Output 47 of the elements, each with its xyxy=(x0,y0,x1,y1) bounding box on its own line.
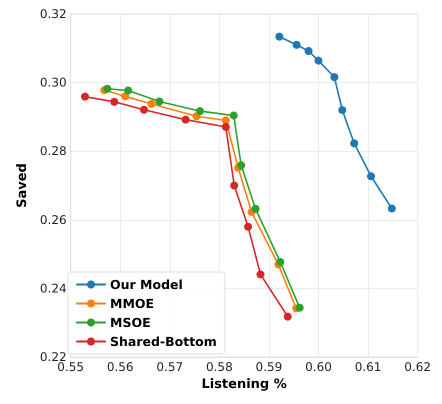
point xyxy=(292,40,301,49)
point xyxy=(350,139,358,148)
point xyxy=(182,116,190,124)
point xyxy=(222,122,230,131)
legend-label: MSOE xyxy=(110,315,151,330)
point xyxy=(314,56,322,65)
x-tick-label: 0.57 xyxy=(156,360,184,374)
point xyxy=(388,204,396,213)
point xyxy=(252,204,260,213)
legend-label: Shared-Bottom xyxy=(110,334,217,349)
x-tick-label: 0.61 xyxy=(354,360,382,374)
point xyxy=(155,97,164,106)
point xyxy=(256,270,264,278)
point xyxy=(304,47,313,56)
point xyxy=(230,112,238,120)
y-tick-label: 0.26 xyxy=(40,212,67,227)
point xyxy=(110,98,118,106)
x-tick-label: 0.59 xyxy=(256,360,282,374)
legend-label: MMOE xyxy=(110,296,154,311)
y-tick-label: 0.30 xyxy=(40,76,67,90)
y-tick-label: 0.32 xyxy=(40,7,67,21)
x-tick-label: 0.60 xyxy=(305,360,332,374)
y-tick-label: 0.28 xyxy=(40,144,67,158)
point xyxy=(121,92,130,100)
point xyxy=(338,106,346,114)
point xyxy=(196,107,204,116)
point xyxy=(284,312,292,321)
point xyxy=(140,106,148,114)
point xyxy=(237,161,246,170)
legend-label: Our Model xyxy=(110,277,183,292)
point xyxy=(124,86,132,95)
point xyxy=(230,182,238,190)
y-tick-label: 0.24 xyxy=(40,281,67,296)
point xyxy=(81,92,89,101)
y-axis-title: Saved xyxy=(15,163,30,208)
x-tick-label: 0.55 xyxy=(57,360,84,374)
x-tick-label: 0.58 xyxy=(206,360,233,374)
point xyxy=(275,32,284,41)
x-axis-title: Listening % xyxy=(201,377,287,392)
point xyxy=(147,100,156,108)
point xyxy=(244,222,252,231)
x-tick-label: 0.56 xyxy=(106,360,134,374)
point xyxy=(367,172,376,180)
point xyxy=(296,304,304,312)
point xyxy=(103,84,112,93)
x-tick-label: 0.62 xyxy=(404,360,431,374)
point xyxy=(330,73,338,82)
